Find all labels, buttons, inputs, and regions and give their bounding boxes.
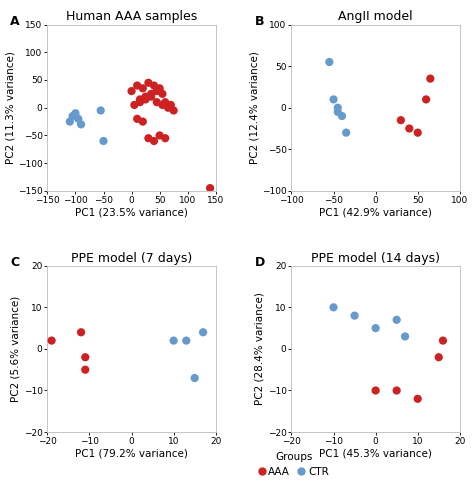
Point (133, 82, 141, 89)
Point (182, 337, 190, 345)
Y-axis label: PC2 (28.4% variance): PC2 (28.4% variance) (255, 293, 265, 406)
Point (330, 95, 337, 103)
Title: PPE model (7 days): PPE model (7 days) (71, 251, 192, 265)
Point (393, 316, 401, 324)
Point (427, 75, 434, 82)
Point (130, 101, 138, 109)
Point (128, 87, 136, 95)
Point (372, 386, 379, 394)
Point (77, 120, 85, 128)
Point (69, 112, 76, 120)
Point (150, 137, 158, 145)
Point (139, 84, 146, 92)
Y-axis label: PC2 (12.4% variance): PC2 (12.4% variance) (249, 51, 259, 164)
Point (397, 116, 405, 124)
Point (164, 104, 172, 111)
Point (162, 98, 169, 106)
Point (142, 95, 149, 103)
Point (142, 93, 149, 101)
Point (206, 184, 214, 192)
Point (170, 107, 177, 114)
Point (136, 95, 144, 103)
Point (97, 107, 104, 114)
Text: C: C (10, 256, 19, 269)
Legend: AAA, CTR: AAA, CTR (255, 447, 333, 481)
Point (351, 312, 358, 320)
Point (48, 337, 55, 345)
Point (414, 129, 421, 136)
Title: Human AAA samples: Human AAA samples (66, 10, 197, 24)
Point (139, 118, 146, 126)
Point (147, 93, 155, 101)
Point (145, 134, 152, 142)
Title: PPE model (14 days): PPE model (14 days) (311, 251, 440, 265)
Point (74, 115, 82, 123)
Point (334, 104, 342, 111)
Point (405, 125, 413, 133)
Y-axis label: PC2 (5.6% variance): PC2 (5.6% variance) (11, 296, 21, 402)
Point (330, 303, 337, 311)
Text: A: A (10, 15, 20, 27)
Point (72, 109, 79, 117)
Text: B: B (255, 15, 264, 27)
X-axis label: PC1 (79.2% variance): PC1 (79.2% variance) (75, 449, 188, 459)
Point (133, 115, 141, 123)
Point (338, 112, 346, 120)
Point (145, 79, 152, 87)
Title: AngII model: AngII model (338, 10, 413, 24)
Point (82, 354, 89, 361)
Point (401, 332, 409, 340)
Point (393, 386, 401, 394)
Point (191, 374, 199, 382)
Point (167, 101, 174, 109)
Point (199, 328, 207, 336)
Point (439, 337, 447, 345)
Point (170, 337, 177, 345)
Point (162, 134, 169, 142)
Point (147, 90, 155, 98)
Text: D: D (255, 256, 264, 269)
Point (414, 395, 421, 403)
X-axis label: PC1 (42.9% variance): PC1 (42.9% variance) (319, 208, 432, 218)
Y-axis label: PC2 (11.3% variance): PC2 (11.3% variance) (5, 51, 15, 164)
Point (326, 58, 333, 66)
Point (136, 98, 144, 106)
Point (156, 84, 164, 92)
Point (77, 328, 85, 336)
Point (100, 137, 107, 145)
X-axis label: PC1 (23.5% variance): PC1 (23.5% variance) (75, 208, 188, 218)
Point (334, 108, 342, 116)
Point (150, 82, 158, 89)
Point (156, 132, 164, 139)
Point (153, 87, 161, 95)
Point (372, 324, 379, 332)
Point (66, 118, 73, 126)
Point (342, 129, 350, 136)
Point (159, 90, 166, 98)
Point (82, 366, 89, 374)
Point (422, 95, 430, 103)
Point (159, 101, 166, 109)
X-axis label: PC1 (45.3% variance): PC1 (45.3% variance) (319, 449, 432, 459)
Point (435, 354, 443, 361)
Point (153, 98, 161, 106)
